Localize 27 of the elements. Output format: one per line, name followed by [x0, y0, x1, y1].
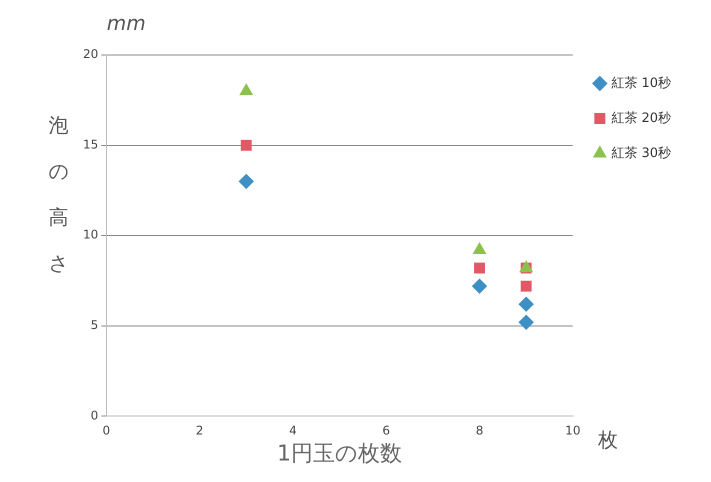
x-tick-label: 6 — [382, 424, 390, 438]
y-axis-title: 泡の高さ — [48, 112, 68, 275]
x-tick-label: 10 — [565, 424, 580, 438]
x-axis-title: 1円玉の枚数 — [277, 442, 402, 467]
point — [240, 84, 253, 96]
point — [240, 140, 252, 151]
point — [238, 174, 254, 189]
y-tick-label: 15 — [82, 137, 98, 152]
point — [472, 278, 488, 294]
y-tick-label: 0 — [90, 408, 98, 422]
legend-label: 紅茶 30秒 — [611, 146, 672, 161]
text: 枚 — [596, 427, 618, 452]
x-tick-label: 4 — [289, 424, 297, 438]
point — [518, 314, 534, 330]
x-tick-label: 8 — [476, 424, 484, 438]
point — [472, 242, 486, 254]
point — [520, 280, 532, 292]
x-tick-label: 2 — [196, 424, 204, 438]
legend-label: 紅茶 20秒 — [611, 110, 672, 126]
text: mm — [106, 11, 146, 36]
y-tick-label: 10 — [82, 228, 98, 242]
y-tick-label: 20 — [82, 47, 98, 62]
legend-label: 紅茶 10秒 — [611, 76, 672, 91]
point — [474, 262, 485, 274]
y-tick-label: 5 — [90, 318, 98, 332]
x-tick-label: 0 — [102, 424, 110, 438]
point — [518, 296, 534, 312]
